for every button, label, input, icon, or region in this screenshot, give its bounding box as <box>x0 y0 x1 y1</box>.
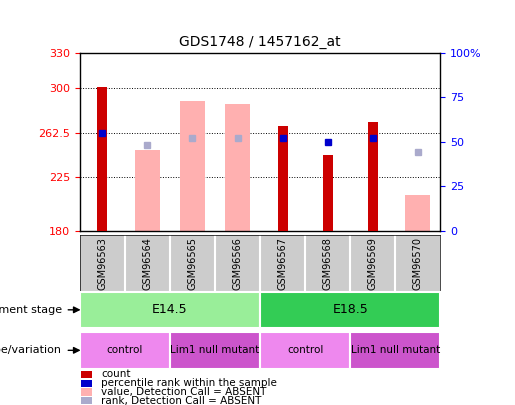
Text: GSM96566: GSM96566 <box>233 237 243 290</box>
Text: GSM96569: GSM96569 <box>368 237 377 290</box>
Bar <box>350 332 440 369</box>
Title: GDS1748 / 1457162_at: GDS1748 / 1457162_at <box>179 35 341 49</box>
Text: Lim1 null mutant: Lim1 null mutant <box>170 345 260 355</box>
Text: E14.5: E14.5 <box>152 303 188 316</box>
Bar <box>368 122 377 231</box>
Bar <box>260 332 350 369</box>
Text: GSM96567: GSM96567 <box>278 237 287 290</box>
Bar <box>81 397 92 404</box>
Bar <box>323 155 333 231</box>
Bar <box>225 104 250 231</box>
Text: GSM96565: GSM96565 <box>187 237 197 290</box>
Text: genotype/variation: genotype/variation <box>0 345 62 355</box>
Bar <box>80 332 170 369</box>
Bar <box>170 332 260 369</box>
Bar <box>260 292 440 328</box>
Bar <box>180 101 205 231</box>
Bar <box>278 126 287 231</box>
Text: GSM96564: GSM96564 <box>143 237 152 290</box>
Text: value, Detection Call = ABSENT: value, Detection Call = ABSENT <box>101 387 266 397</box>
Bar <box>81 371 92 378</box>
Text: rank, Detection Call = ABSENT: rank, Detection Call = ABSENT <box>101 396 262 405</box>
Text: control: control <box>107 345 143 355</box>
Text: count: count <box>101 369 130 379</box>
Text: E18.5: E18.5 <box>332 303 368 316</box>
Bar <box>81 388 92 396</box>
Text: GSM96570: GSM96570 <box>413 237 423 290</box>
Bar <box>97 87 107 231</box>
Text: GSM96568: GSM96568 <box>323 237 333 290</box>
Text: Lim1 null mutant: Lim1 null mutant <box>351 345 440 355</box>
Bar <box>135 150 160 231</box>
Text: GSM96563: GSM96563 <box>97 237 107 290</box>
Bar <box>80 292 260 328</box>
Text: percentile rank within the sample: percentile rank within the sample <box>101 378 277 388</box>
Text: control: control <box>287 345 323 355</box>
Text: development stage: development stage <box>0 305 62 315</box>
Bar <box>405 195 430 231</box>
Bar <box>81 379 92 387</box>
